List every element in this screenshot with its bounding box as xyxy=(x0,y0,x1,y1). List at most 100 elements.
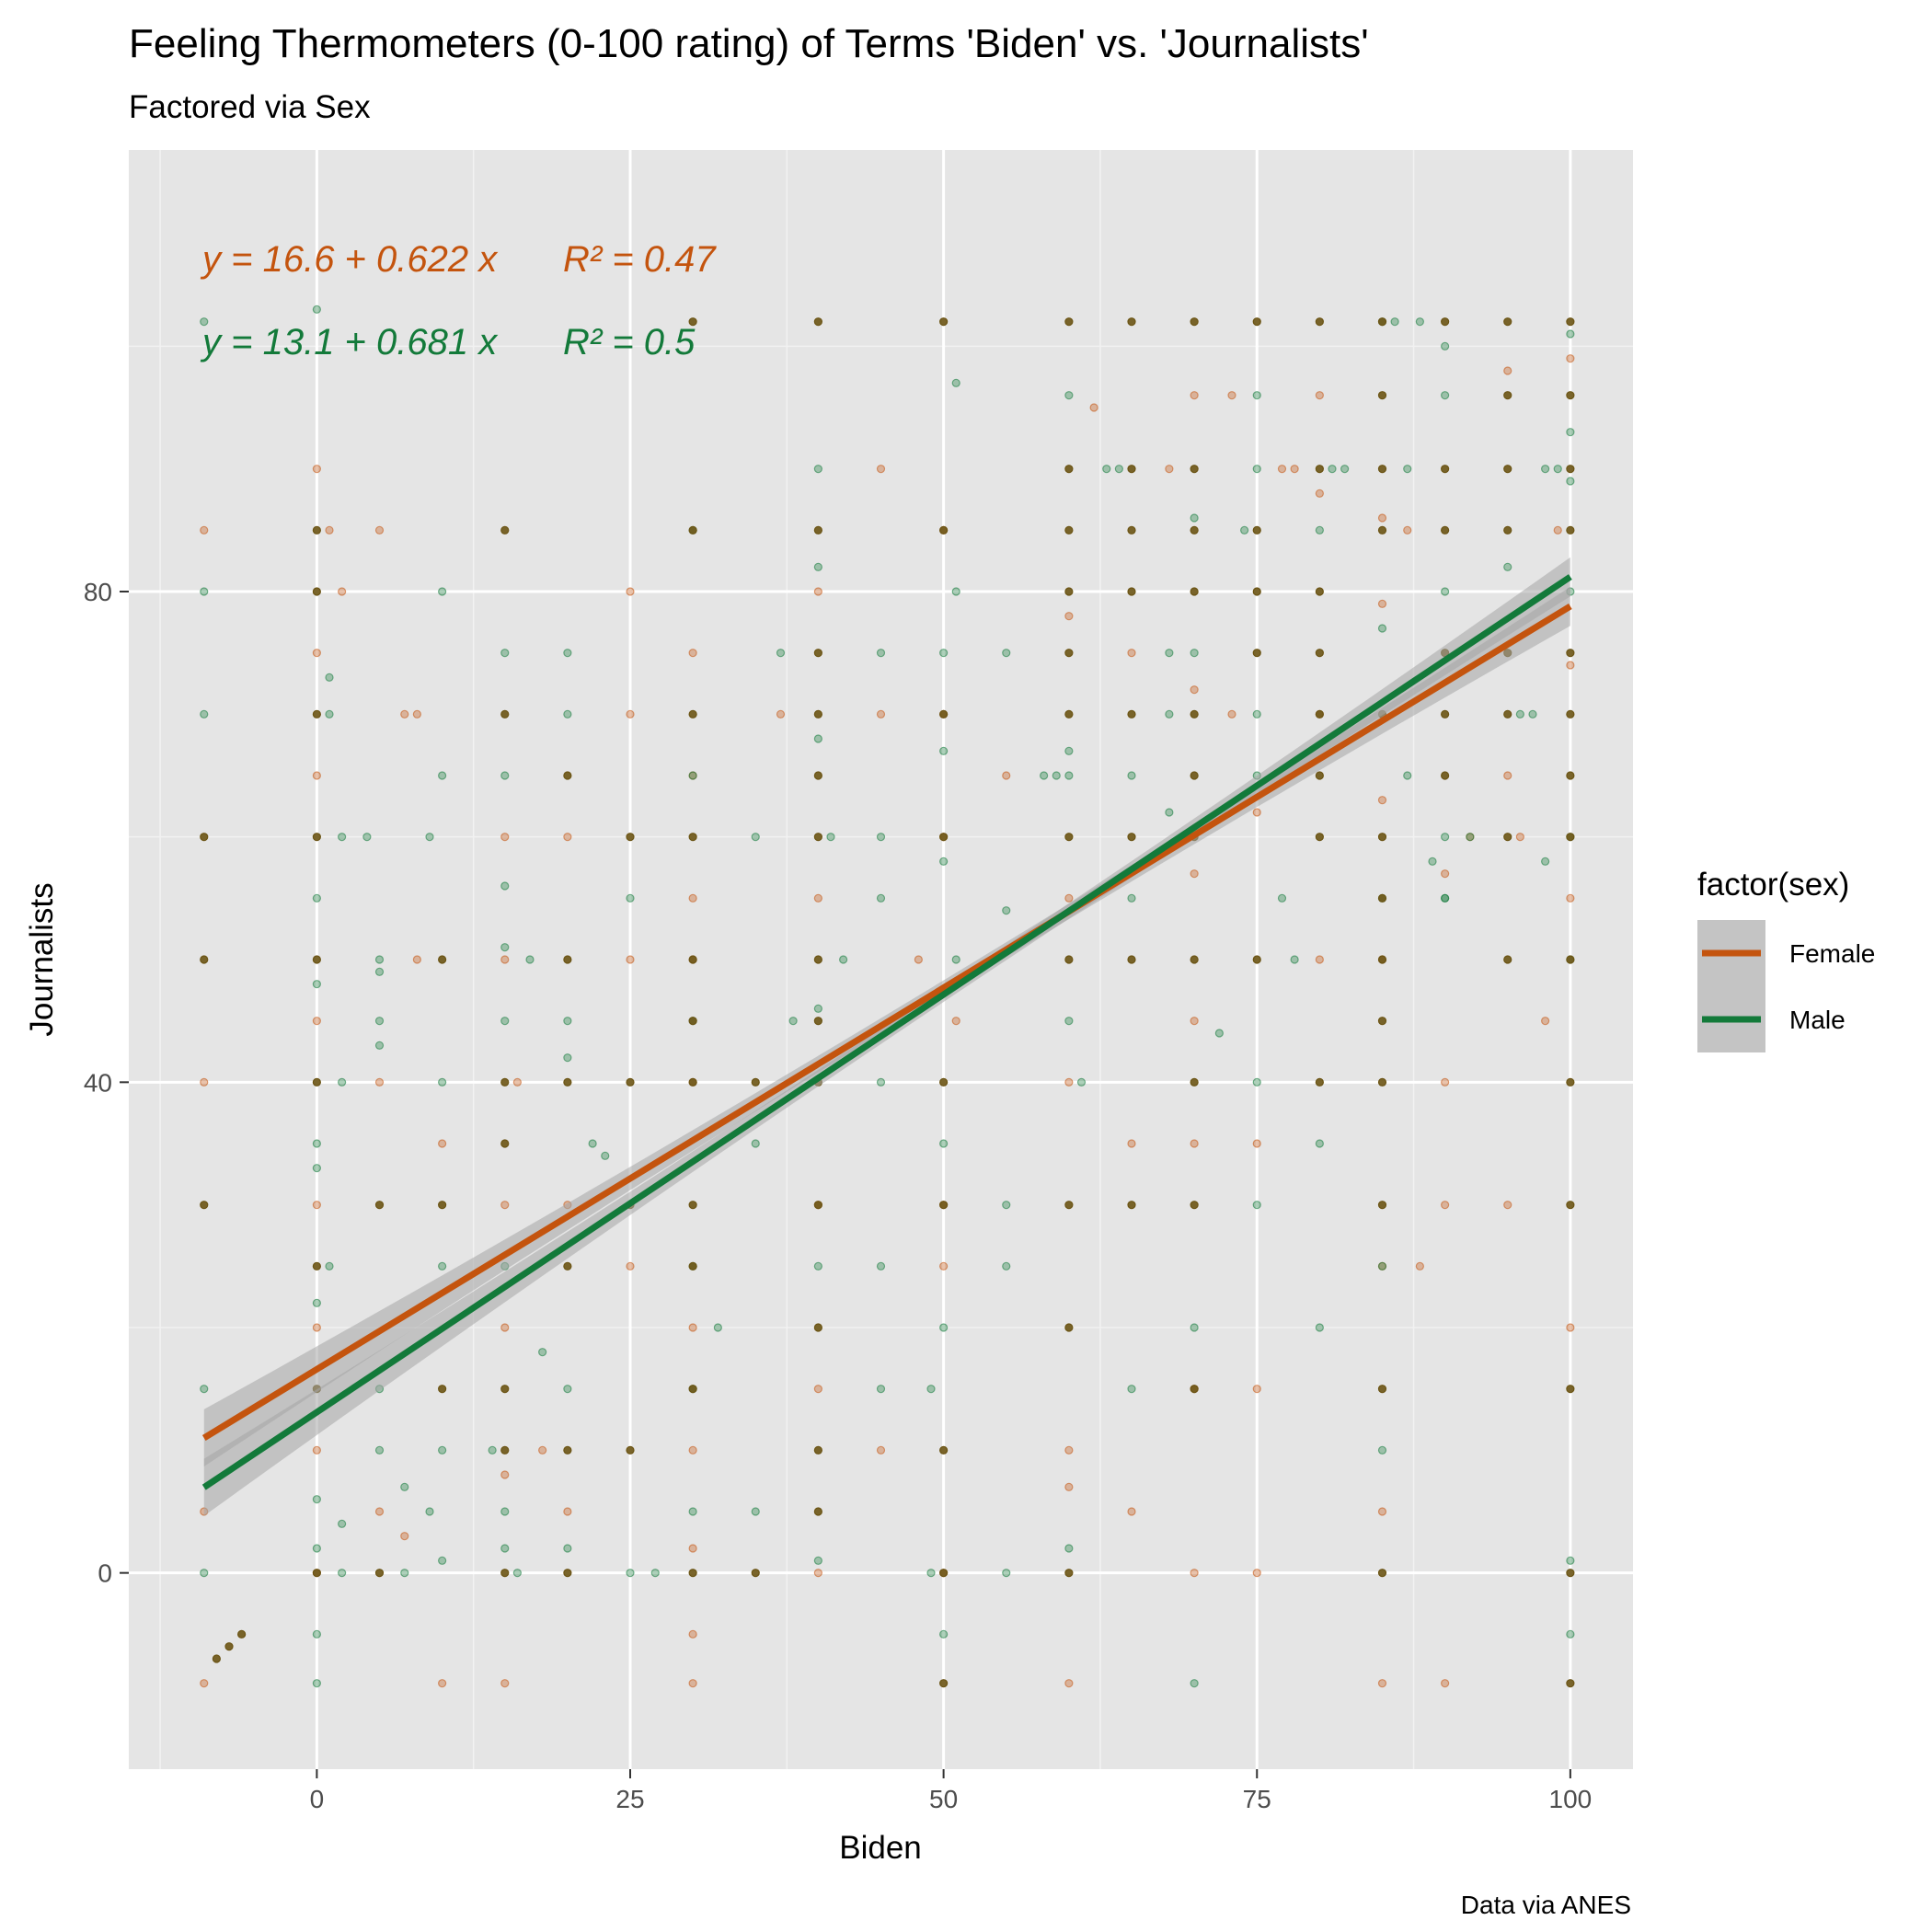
data-point xyxy=(1566,525,1575,535)
x-tick-label: 100 xyxy=(1549,1785,1593,1813)
data-point xyxy=(500,1569,510,1578)
data-point xyxy=(1064,1482,1074,1491)
data-point xyxy=(1252,525,1261,535)
data-point xyxy=(951,587,960,596)
data-point xyxy=(1064,1323,1074,1332)
confidence-ribbon-male xyxy=(203,557,1570,1516)
data-point xyxy=(1315,525,1324,535)
data-point xyxy=(500,1507,510,1516)
data-point xyxy=(374,967,385,976)
data-point xyxy=(312,1544,321,1553)
data-point xyxy=(688,893,697,903)
data-point xyxy=(563,833,572,842)
data-point xyxy=(312,1495,321,1504)
data-point xyxy=(1428,857,1437,866)
data-point xyxy=(1377,955,1387,964)
data-point xyxy=(1190,1139,1199,1148)
data-point xyxy=(1190,1569,1199,1578)
data-point xyxy=(1190,525,1199,535)
data-point xyxy=(1441,833,1450,842)
data-point xyxy=(412,709,421,719)
regression-line-female xyxy=(201,604,1572,1441)
data-point xyxy=(1064,771,1074,780)
data-point xyxy=(1466,833,1475,842)
data-point xyxy=(200,955,209,964)
data-point xyxy=(1064,465,1074,474)
data-point xyxy=(312,1077,321,1087)
data-point xyxy=(1403,525,1412,535)
data-point xyxy=(813,709,822,719)
plot-panel xyxy=(129,150,1633,1769)
data-point xyxy=(813,1201,822,1210)
data-point xyxy=(876,1077,886,1087)
data-point xyxy=(951,378,960,387)
data-point xyxy=(563,1053,572,1063)
data-point xyxy=(1566,1323,1575,1332)
data-point xyxy=(939,746,949,755)
data-point xyxy=(1328,465,1337,474)
data-point xyxy=(438,955,447,964)
data-point xyxy=(1127,1385,1136,1394)
data-point xyxy=(563,1445,572,1455)
data-point xyxy=(939,709,949,719)
data-point xyxy=(312,709,321,719)
data-point xyxy=(400,1532,409,1541)
data-point xyxy=(1064,391,1074,400)
data-point xyxy=(374,525,385,535)
data-point xyxy=(939,1679,949,1688)
data-point xyxy=(1290,465,1299,474)
data-point xyxy=(688,833,697,842)
data-point xyxy=(1566,661,1575,670)
data-point xyxy=(951,955,960,964)
data-point xyxy=(338,587,347,596)
data-point xyxy=(1127,1139,1136,1148)
data-point xyxy=(1315,955,1324,964)
data-point xyxy=(500,955,510,964)
data-point xyxy=(626,1261,635,1271)
data-point xyxy=(312,1201,321,1210)
data-point xyxy=(1390,317,1399,327)
data-point xyxy=(751,833,760,842)
data-point xyxy=(1566,354,1575,363)
data-point xyxy=(813,771,822,780)
legend-title: factor(sex) xyxy=(1697,867,1849,903)
legend-label-male: Male xyxy=(1789,1006,1846,1034)
data-point xyxy=(813,317,822,327)
data-point xyxy=(1064,1679,1074,1688)
data-point xyxy=(626,1077,635,1087)
data-point xyxy=(1377,525,1387,535)
data-point xyxy=(200,525,209,535)
data-point xyxy=(688,1017,697,1026)
data-point xyxy=(512,1077,522,1087)
data-point xyxy=(312,893,321,903)
data-point xyxy=(1566,771,1575,780)
data-point xyxy=(1377,1017,1387,1026)
data-point xyxy=(312,980,321,989)
data-point xyxy=(688,1385,697,1394)
male-r2: R² = 0.5 xyxy=(563,322,696,362)
data-point xyxy=(1441,869,1450,879)
data-point xyxy=(688,525,697,535)
data-point xyxy=(1541,857,1550,866)
data-point xyxy=(1127,317,1136,327)
y-tick-label: 80 xyxy=(84,578,112,606)
data-point xyxy=(500,1679,510,1688)
data-point xyxy=(563,771,572,780)
data-point xyxy=(1315,771,1324,780)
data-point xyxy=(1441,771,1450,780)
data-point xyxy=(1064,525,1074,535)
data-point xyxy=(939,1077,949,1087)
data-point xyxy=(876,893,886,903)
data-point xyxy=(563,1017,572,1026)
data-point xyxy=(500,525,510,535)
data-point xyxy=(1002,771,1011,780)
data-point xyxy=(374,1569,385,1578)
data-point xyxy=(338,833,347,842)
legend-key-female xyxy=(1697,920,1765,986)
data-point xyxy=(939,1201,949,1210)
data-point xyxy=(1064,587,1074,596)
data-point xyxy=(1566,391,1575,400)
data-point xyxy=(626,955,635,964)
data-point xyxy=(813,649,822,658)
data-point xyxy=(876,649,886,658)
